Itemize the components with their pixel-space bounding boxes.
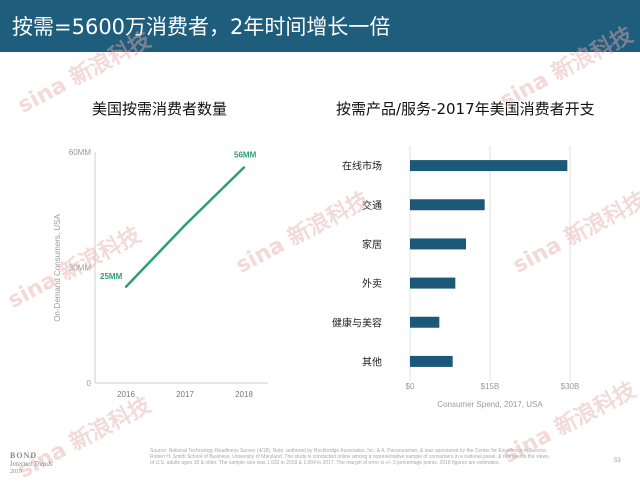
line-y-axis-label: On-Demand Consumers, USA (53, 214, 62, 322)
line-data-label: 56MM (234, 150, 257, 159)
line-y-tick-label: 0 (87, 379, 92, 388)
line-point (124, 285, 128, 288)
line-chart-title: 美国按需消费者数量 (92, 100, 228, 118)
line-x-tick-label: 2018 (235, 390, 253, 399)
line-point (242, 166, 246, 169)
bar-category-label: 外卖 (362, 278, 382, 290)
bar-x-tick-label: $0 (406, 382, 415, 391)
line-point (183, 223, 187, 227)
bar-rect (410, 355, 453, 367)
bar-rect (410, 238, 466, 250)
bar-category-label: 家居 (362, 238, 382, 251)
bar-chart-title: 按需产品/服务-2017年美国消费者开支 (336, 100, 595, 118)
bar-rect (410, 160, 568, 172)
bar-rect (410, 277, 456, 289)
logo-line-1: BOND (10, 451, 38, 460)
slide-title: 按需=5600万消费者，2年时间增长一倍 (12, 15, 391, 39)
logo-line-3: 2019 (10, 469, 22, 475)
source-note: Source: National Technology Readiness Su… (150, 448, 549, 466)
line-y-tick-label: 60MM (69, 148, 92, 157)
bar-x-tick-label: $15B (481, 382, 500, 391)
bar-category-label: 交通 (362, 199, 382, 212)
page-number: 53 (614, 458, 621, 464)
line-series (125, 166, 245, 288)
line-x-tick-label: 2017 (176, 390, 194, 399)
bar-rect (410, 316, 440, 328)
bar-category-label: 在线市场 (342, 160, 382, 173)
bond-logo: BOND Internet Trends 2019 (10, 452, 53, 476)
line-x-tick-label: 2016 (117, 390, 135, 399)
bar-category-label: 健康与美容 (332, 316, 382, 329)
bar-x-tick-label: $30B (561, 382, 580, 391)
bar-category-label: 其他 (362, 355, 382, 368)
header-bar: 按需=5600万消费者，2年时间增长一倍 (0, 0, 640, 52)
bar-rect (410, 199, 485, 211)
line-y-tick-label: 30MM (69, 264, 92, 273)
line-data-label: 25MM (100, 272, 123, 281)
logo-line-2: Internet Trends (10, 460, 53, 468)
bar-x-axis-label: Consumer Spend, 2017, USA (437, 400, 543, 409)
